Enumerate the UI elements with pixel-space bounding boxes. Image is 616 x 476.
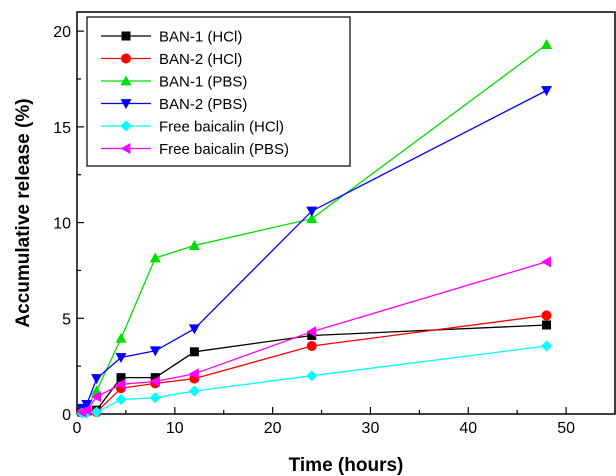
data-point [541, 39, 553, 49]
data-point [541, 86, 553, 96]
data-point [149, 375, 160, 387]
data-point [81, 404, 92, 416]
data-point [541, 310, 552, 321]
x-axis-label: Time (hours) [289, 455, 404, 476]
data-point [189, 347, 199, 357]
data-point [115, 378, 126, 390]
data-point [542, 320, 552, 330]
series-2 [76, 310, 552, 418]
legend-label: BAN-1 (PBS) [159, 74, 247, 91]
legend-entry: Free baicalin (PBS) [101, 141, 289, 158]
legend-label: Free baicalin (HCl) [159, 119, 284, 136]
legend-marker [120, 120, 132, 132]
y-axis-label: Accumulative release (%) [13, 98, 34, 327]
data-point [149, 392, 161, 404]
legend-entry: BAN-1 (PBS) [101, 74, 247, 91]
x-tick-label: 0 [73, 420, 82, 437]
legend-entry: BAN-1 (HCl) [101, 29, 242, 46]
x-tick-label: 40 [459, 420, 477, 437]
legend-box [86, 16, 351, 167]
legend-label: BAN-2 (HCl) [159, 51, 242, 68]
data-point [149, 252, 161, 263]
legend-label: Free baicalin (PBS) [159, 141, 289, 158]
x-tick-label: 20 [264, 420, 282, 437]
plot-frame [76, 11, 616, 415]
y-tick-label: 20 [53, 24, 71, 41]
data-point [306, 213, 318, 224]
data-point [115, 353, 127, 364]
x-tick-label: 10 [166, 420, 184, 437]
data-point [306, 370, 318, 382]
data-point [307, 331, 317, 341]
legend-label: BAN-2 (PBS) [159, 96, 247, 113]
y-tick-label: 5 [62, 311, 71, 328]
series-layer [76, 39, 553, 419]
x-tick-label: 50 [557, 420, 575, 437]
legend-marker [120, 75, 132, 86]
data-point [188, 240, 200, 250]
data-point [115, 332, 127, 343]
y-tick-label: 10 [53, 216, 71, 233]
data-point [91, 391, 101, 403]
x-tick-label: 30 [362, 420, 380, 437]
legend-entry: Free baicalin (HCl) [101, 119, 284, 136]
x-axis-ticks: 0 10 20 30 40 50 [73, 407, 616, 437]
legend-marker [120, 143, 131, 154]
series-6 [76, 256, 551, 418]
data-point [306, 341, 317, 352]
plot-border [76, 11, 616, 415]
data-point [91, 374, 103, 385]
legend-marker [120, 99, 132, 109]
data-point [81, 400, 93, 410]
legend: BAN-1 (HCl) BAN-2 (HCl) BAN-1 (PBS) BAN-2 (… [86, 16, 351, 167]
legend-entry: BAN-2 (PBS) [101, 96, 247, 113]
data-point [541, 340, 553, 352]
y-tick-label: 0 [62, 407, 71, 424]
data-point [306, 206, 318, 217]
legend-marker [121, 31, 131, 41]
data-point [150, 373, 160, 383]
y-tick-label: 15 [53, 120, 71, 137]
data-point [115, 394, 127, 406]
data-point [188, 324, 200, 335]
data-point [306, 326, 317, 338]
data-point [541, 256, 551, 268]
legend-marker [121, 53, 131, 64]
data-point [188, 368, 199, 380]
legend-entry: BAN-2 (HCl) [101, 51, 242, 68]
data-point [91, 406, 103, 418]
data-point [149, 346, 161, 357]
data-point [116, 373, 126, 383]
legend-label: BAN-1 (HCl) [159, 29, 242, 46]
y-axis-ticks: 0 5 10 15 20 [53, 24, 84, 424]
data-point [188, 385, 200, 397]
